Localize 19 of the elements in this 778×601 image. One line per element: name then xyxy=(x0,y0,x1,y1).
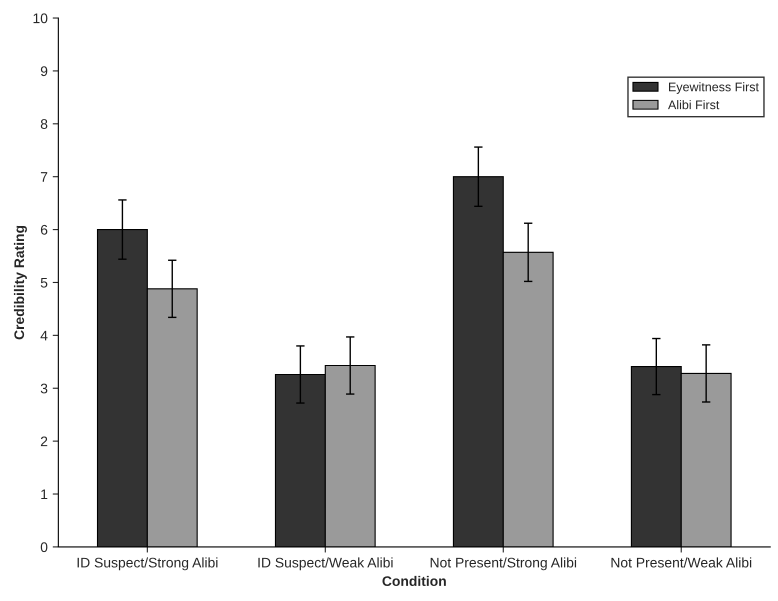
x-tick-label: Not Present/Strong Alibi xyxy=(430,557,576,570)
y-tick-label: 1 xyxy=(41,490,48,500)
y-tick-label: 7 xyxy=(40,172,48,182)
y-tick-label: 8 xyxy=(40,119,48,129)
y-tick-label: 9 xyxy=(40,66,48,76)
x-tick-label: ID Suspect/Strong Alibi xyxy=(78,557,218,570)
y-tick-label: 10 xyxy=(34,13,48,24)
legend-label: Alibi First xyxy=(668,100,720,110)
y-tick-label: 2 xyxy=(40,436,48,446)
y-tick-label: 6 xyxy=(40,224,48,235)
x-tick-label: ID Suspect/Weak Alibi xyxy=(258,557,393,570)
y-tick-label: 0 xyxy=(40,542,48,552)
x-axis-title: Condition xyxy=(382,576,446,586)
y-tick-label: 5 xyxy=(40,278,48,288)
y-tick-label: 4 xyxy=(40,330,48,340)
y-axis-title: Credibility Rating xyxy=(14,226,27,340)
legend-label: Eyewitness First xyxy=(669,82,759,94)
x-tick-label: Not Present/Weak Alibi xyxy=(611,557,752,568)
y-tick-label: 3 xyxy=(40,384,48,394)
